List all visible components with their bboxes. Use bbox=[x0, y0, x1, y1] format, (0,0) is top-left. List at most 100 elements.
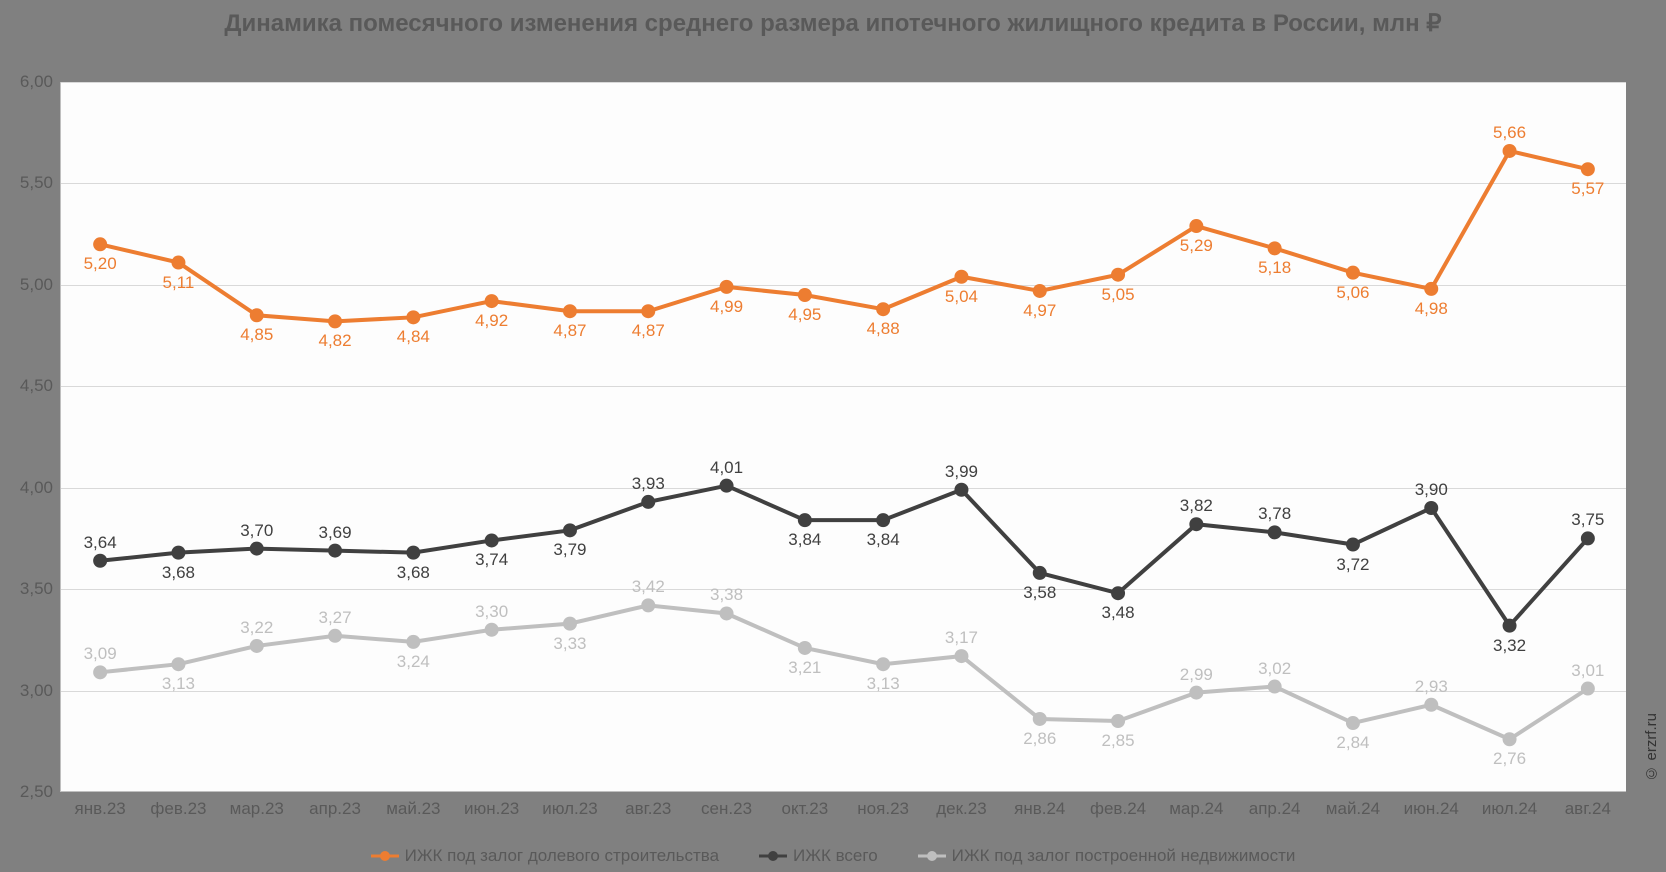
legend-label: ИЖК всего bbox=[793, 846, 878, 866]
data-label: 3,79 bbox=[553, 540, 586, 560]
series-marker-s3 bbox=[1268, 680, 1282, 694]
data-label: 4,84 bbox=[397, 327, 430, 347]
legend-item: ИЖК под залог долевого строительства bbox=[371, 846, 719, 866]
y-tick-label: 4,50 bbox=[20, 376, 53, 396]
data-label: 4,88 bbox=[867, 319, 900, 339]
data-label: 3,38 bbox=[710, 585, 743, 605]
series-marker-s2 bbox=[250, 542, 264, 556]
x-tick-label: мар.23 bbox=[230, 799, 284, 819]
x-tick-label: мар.24 bbox=[1169, 799, 1223, 819]
data-label: 3,48 bbox=[1102, 603, 1135, 623]
legend-label: ИЖК под залог построенной недвижимости bbox=[952, 846, 1296, 866]
y-tick-label: 3,00 bbox=[20, 681, 53, 701]
data-label: 3,01 bbox=[1571, 661, 1604, 681]
data-label: 3,64 bbox=[84, 533, 117, 553]
data-label: 5,18 bbox=[1258, 258, 1291, 278]
series-marker-s1 bbox=[1503, 144, 1517, 158]
legend-swatch bbox=[918, 849, 946, 863]
y-tick-label: 5,00 bbox=[20, 275, 53, 295]
series-marker-s1 bbox=[798, 288, 812, 302]
chart-title: Динамика помесячного изменения среднего … bbox=[0, 8, 1666, 39]
series-marker-s2 bbox=[406, 546, 420, 560]
data-label: 5,11 bbox=[163, 273, 195, 293]
x-tick-label: ноя.23 bbox=[857, 799, 909, 819]
data-label: 3,13 bbox=[162, 674, 195, 694]
series-marker-s1 bbox=[641, 304, 655, 318]
x-tick-label: фев.23 bbox=[150, 799, 206, 819]
data-label: 4,99 bbox=[710, 297, 743, 317]
data-label: 3,58 bbox=[1023, 583, 1056, 603]
x-tick-label: янв.24 bbox=[1014, 799, 1065, 819]
series-marker-s3 bbox=[1424, 698, 1438, 712]
series-marker-s2 bbox=[1268, 525, 1282, 539]
series-marker-s1 bbox=[720, 280, 734, 294]
data-label: 3,69 bbox=[319, 523, 352, 543]
series-marker-s1 bbox=[328, 314, 342, 328]
data-label: 3,27 bbox=[319, 608, 352, 628]
series-marker-s2 bbox=[93, 554, 107, 568]
plot-area: 2,503,003,504,004,505,005,506,00янв.23фе… bbox=[60, 82, 1626, 792]
data-label: 3,22 bbox=[240, 618, 273, 638]
data-label: 3,32 bbox=[1493, 636, 1526, 656]
data-label: 5,29 bbox=[1180, 236, 1213, 256]
series-marker-s1 bbox=[876, 302, 890, 316]
data-label: 4,97 bbox=[1023, 301, 1056, 321]
data-label: 3,24 bbox=[397, 652, 430, 672]
series-marker-s1 bbox=[954, 270, 968, 284]
data-label: 5,20 bbox=[84, 254, 117, 274]
series-marker-s1 bbox=[1268, 241, 1282, 255]
data-label: 4,92 bbox=[475, 311, 508, 331]
legend-item: ИЖК всего bbox=[759, 846, 878, 866]
x-tick-label: дек.23 bbox=[936, 799, 986, 819]
series-marker-s2 bbox=[1424, 501, 1438, 515]
legend-swatch bbox=[371, 849, 399, 863]
legend-label: ИЖК под залог долевого строительства bbox=[405, 846, 719, 866]
series-marker-s2 bbox=[1111, 586, 1125, 600]
data-label: 5,06 bbox=[1336, 283, 1369, 303]
series-marker-s3 bbox=[954, 649, 968, 663]
x-tick-label: апр.24 bbox=[1249, 799, 1301, 819]
legend: ИЖК под залог долевого строительства ИЖК … bbox=[0, 846, 1666, 866]
data-label: 4,87 bbox=[553, 321, 586, 341]
x-tick-label: июл.24 bbox=[1482, 799, 1537, 819]
series-marker-s3 bbox=[1189, 686, 1203, 700]
series-marker-s3 bbox=[1346, 716, 1360, 730]
series-marker-s1 bbox=[563, 304, 577, 318]
series-marker-s2 bbox=[954, 483, 968, 497]
series-marker-s2 bbox=[1346, 538, 1360, 552]
data-label: 3,09 bbox=[84, 644, 117, 664]
x-tick-label: июл.23 bbox=[542, 799, 597, 819]
data-label: 3,93 bbox=[632, 474, 665, 494]
series-marker-s1 bbox=[171, 256, 185, 270]
series-marker-s3 bbox=[406, 635, 420, 649]
x-tick-label: авг.23 bbox=[625, 799, 671, 819]
x-tick-label: окт.23 bbox=[782, 799, 829, 819]
data-label: 3,74 bbox=[475, 550, 508, 570]
data-label: 4,01 bbox=[710, 458, 743, 478]
data-label: 4,98 bbox=[1415, 299, 1448, 319]
series-marker-s2 bbox=[798, 513, 812, 527]
x-tick-label: авг.24 bbox=[1565, 799, 1611, 819]
data-label: 3,30 bbox=[475, 602, 508, 622]
data-label: 4,85 bbox=[240, 325, 273, 345]
data-label: 2,93 bbox=[1415, 677, 1448, 697]
series-marker-s1 bbox=[1033, 284, 1047, 298]
series-marker-s3 bbox=[876, 657, 890, 671]
series-marker-s3 bbox=[171, 657, 185, 671]
series-marker-s3 bbox=[720, 606, 734, 620]
data-label: 3,99 bbox=[945, 462, 978, 482]
x-tick-label: апр.23 bbox=[309, 799, 361, 819]
watermark: © erzrf.ru bbox=[1643, 713, 1660, 782]
series-marker-s2 bbox=[641, 495, 655, 509]
y-tick-label: 3,50 bbox=[20, 579, 53, 599]
series-marker-s2 bbox=[1503, 619, 1517, 633]
data-label: 3,17 bbox=[945, 628, 978, 648]
data-label: 3,90 bbox=[1415, 480, 1448, 500]
data-label: 4,95 bbox=[788, 305, 821, 325]
data-label: 3,72 bbox=[1336, 555, 1369, 575]
chart-svg bbox=[61, 82, 1627, 792]
legend-swatch bbox=[759, 849, 787, 863]
data-label: 3,84 bbox=[788, 530, 821, 550]
data-label: 3,02 bbox=[1258, 659, 1291, 679]
data-label: 3,13 bbox=[867, 674, 900, 694]
